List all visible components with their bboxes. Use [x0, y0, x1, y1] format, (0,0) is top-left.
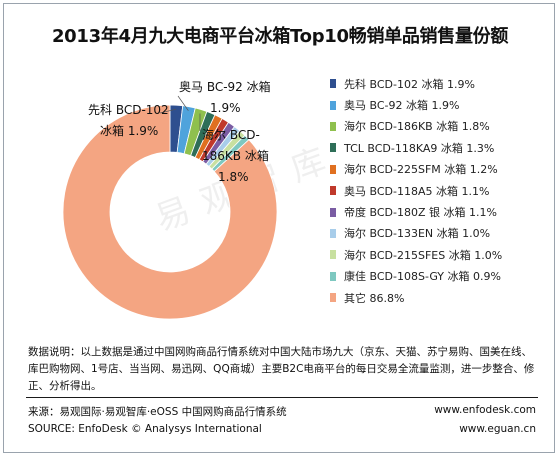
legend-swatch-9 — [330, 271, 336, 281]
data-note: 数据说明：以上数据是通过中国网购商品行情系统对中国大陆市场九大（京东、天猫、苏宁… — [28, 346, 535, 392]
legend-item-0: 先科 BCD-102 冰箱 1.9% — [330, 73, 555, 94]
slice-label-2-2: 1.8% — [218, 170, 249, 184]
legend-item-7: 海尔 BCD-133EN 冰箱 1.0% — [330, 223, 555, 244]
legend-item-3: TCL BCD-118KA9 冰箱 1.3% — [330, 137, 555, 158]
leader-line-1 — [177, 95, 189, 111]
legend-item-9: 康佳 BCD-108S-GY 冰箱 0.9% — [330, 266, 555, 287]
legend-label-7: 海尔 BCD-133EN 冰箱 1.0% — [344, 227, 491, 241]
legend-item-2: 海尔 BCD-186KB 冰箱 1.8% — [330, 116, 555, 137]
legend-swatch-6 — [330, 207, 336, 217]
pie-slice-10 — [62, 104, 278, 320]
slice-label-2-0: 海尔 BCD- — [202, 127, 260, 142]
footer-divider — [26, 397, 538, 398]
legend-swatch-7 — [330, 228, 336, 238]
legend-label-8: 海尔 BCD-215SFES 冰箱 1.0% — [344, 248, 503, 262]
legend-item-6: 帝度 BCD-180Z 银 冰箱 1.1% — [330, 201, 555, 222]
legend-label-1: 奥马 BC-92 冰箱 1.9% — [344, 99, 460, 113]
leader-line-0 — [159, 108, 177, 114]
source-cn: 来源：易观国际·易观智库·eOSS 中国网购商品行情系统 — [28, 406, 287, 418]
source-en: SOURCE: EnfoDesk © Analysys Internationa… — [28, 423, 262, 435]
legend-label-5: 奥马 BCD-118A5 冰箱 1.1% — [344, 184, 490, 198]
legend-label-9: 康佳 BCD-108S-GY 冰箱 0.9% — [344, 270, 501, 284]
legend-swatch-4 — [330, 164, 336, 174]
legend-item-1: 奥马 BC-92 冰箱 1.9% — [330, 94, 555, 115]
donut-chart: 先科 BCD-102 冰箱 1.9% 奥马 BC-92 冰箱 1.9% 海尔 BCD- 1… — [62, 79, 278, 320]
slice-label-2-1: 186KB 冰箱 — [202, 148, 269, 163]
slice-label-1-1: 1.9% — [210, 101, 241, 115]
website-link-enfodesk[interactable]: www.enfodesk.com — [434, 404, 536, 416]
legend-item-8: 海尔 BCD-215SFES 冰箱 1.0% — [330, 244, 555, 265]
legend-swatch-0 — [330, 79, 336, 89]
legend-label-0: 先科 BCD-102 冰箱 1.9% — [344, 77, 475, 91]
legend: 先科 BCD-102 冰箱 1.9% 奥马 BC-92 冰箱 1.9% 海尔 BCD… — [330, 73, 555, 308]
legend-label-2: 海尔 BCD-186KB 冰箱 1.8% — [344, 120, 490, 134]
slice-label-0-0: 先科 BCD-102 — [88, 103, 169, 117]
slice-label-0-1: 冰箱 1.9% — [100, 123, 158, 138]
legend-label-10: 其它 86.8% — [344, 291, 405, 305]
slice-label-1-0: 奥马 BC-92 冰箱 — [179, 79, 271, 94]
legend-swatch-10 — [330, 293, 336, 303]
legend-swatch-1 — [330, 100, 336, 110]
website-link-eguan[interactable]: www.eguan.cn — [459, 423, 536, 435]
legend-item-10: 其它 86.8% — [330, 287, 555, 308]
legend-swatch-3 — [330, 143, 336, 153]
legend-swatch-5 — [330, 186, 336, 196]
legend-label-6: 帝度 BCD-180Z 银 冰箱 1.1% — [344, 206, 497, 220]
legend-swatch-2 — [330, 121, 336, 131]
legend-item-5: 奥马 BCD-118A5 冰箱 1.1% — [330, 180, 555, 201]
legend-label-4: 海尔 BCD-225SFM 冰箱 1.2% — [344, 163, 498, 177]
legend-label-3: TCL BCD-118KA9 冰箱 1.3% — [344, 141, 495, 155]
legend-swatch-8 — [330, 250, 336, 260]
legend-item-4: 海尔 BCD-225SFM 冰箱 1.2% — [330, 159, 555, 180]
chart-title: 2013年4月九大电商平台冰箱Top10畅销单品销售量份额 — [51, 26, 509, 47]
